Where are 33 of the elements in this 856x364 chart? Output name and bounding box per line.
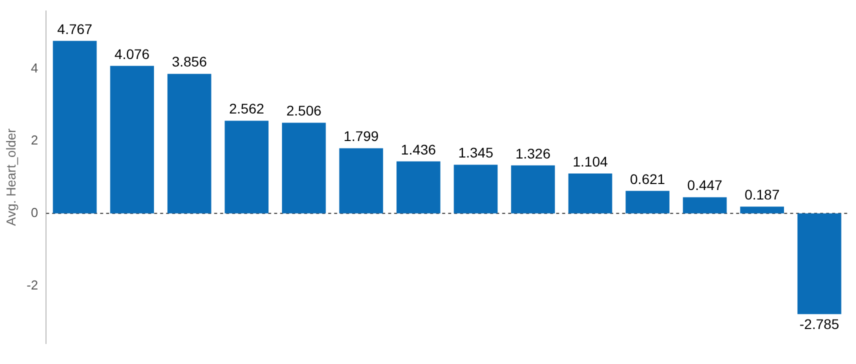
y-tick-label: 2 [30,132,38,148]
data-label: 1.436 [400,141,436,158]
bar [454,164,498,214]
y-tick-label: 4 [30,60,38,76]
bar [568,173,612,214]
bar [52,40,97,214]
bar [626,190,670,214]
bar [797,213,842,314]
data-label: 0.621 [630,170,666,187]
data-label: 1.326 [515,145,551,162]
bar [396,161,440,214]
data-label: 1.799 [344,128,379,144]
y-axis-title: Avg. Heart_older [3,128,18,226]
data-label: 0.447 [687,177,723,194]
bar [224,120,269,214]
data-label: -2.785 [800,316,840,332]
data-label: 1.345 [458,144,494,161]
y-tick-label: 0 [30,204,38,220]
data-label: 4.767 [57,20,93,37]
bar [339,148,384,214]
bar [740,206,784,214]
data-label: 4.076 [114,46,150,62]
bar [110,66,154,214]
data-label: 2.562 [229,100,264,117]
y-tick-label: -2 [26,277,38,292]
bar [167,74,212,214]
data-label: 2.506 [286,102,322,119]
data-label: 0.187 [744,186,780,202]
data-label: 3.856 [172,54,208,70]
data-label: 1.104 [572,153,608,170]
bar [682,197,727,214]
bar [282,122,326,214]
bar [511,165,555,214]
